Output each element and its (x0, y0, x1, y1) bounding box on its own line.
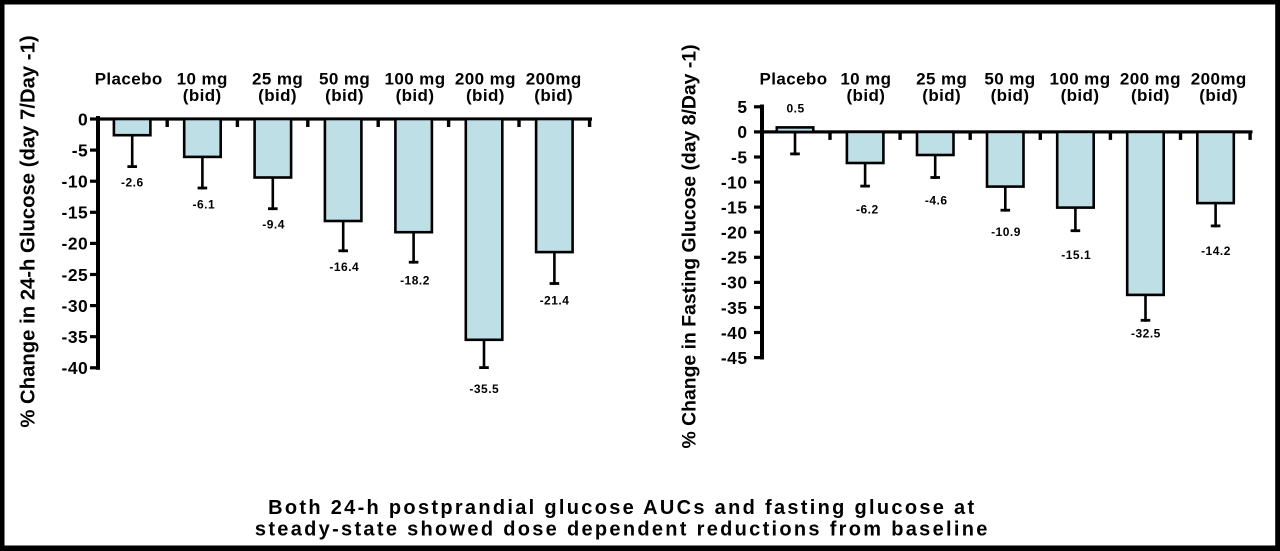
svg-text:-40: -40 (721, 323, 748, 343)
svg-text:5: 5 (737, 97, 747, 117)
svg-text:-20: -20 (721, 223, 748, 243)
svg-text:-30: -30 (721, 273, 748, 293)
svg-text:-10: -10 (62, 172, 89, 192)
svg-text:(bid): (bid) (1061, 86, 1100, 105)
svg-text:-9.4: -9.4 (262, 217, 285, 231)
svg-text:-6.2: -6.2 (856, 202, 879, 216)
svg-text:-40: -40 (62, 358, 89, 378)
svg-text:-5: -5 (72, 140, 88, 160)
svg-text:(bid): (bid) (534, 86, 573, 105)
svg-text:-15: -15 (62, 203, 89, 223)
svg-text:25 mg: 25 mg (252, 70, 303, 89)
svg-text:200 mg: 200 mg (455, 70, 516, 89)
svg-text:(bid): (bid) (396, 86, 435, 105)
svg-text:-10.9: -10.9 (991, 225, 1021, 239)
svg-text:25 mg: 25 mg (916, 70, 967, 89)
svg-text:(bid): (bid) (1131, 86, 1170, 105)
svg-text:50 mg: 50 mg (984, 70, 1035, 89)
svg-text:(bid): (bid) (922, 86, 961, 105)
svg-text:-16.4: -16.4 (329, 260, 359, 274)
svg-text:steady-state showed dose depen: steady-state showed dose dependent reduc… (255, 519, 990, 541)
svg-text:-5: -5 (731, 147, 747, 167)
svg-text:-25: -25 (721, 248, 748, 268)
svg-text:(bid): (bid) (846, 86, 885, 105)
svg-text:% Change in 24-h Glucose (day: % Change in 24-h Glucose (day 7/Day -1) (17, 35, 39, 427)
svg-text:(bid): (bid) (1199, 86, 1238, 105)
svg-text:10 mg: 10 mg (177, 70, 228, 89)
svg-text:0: 0 (78, 109, 88, 129)
svg-text:-10: -10 (721, 172, 748, 192)
svg-text:100 mg: 100 mg (385, 70, 446, 89)
svg-text:% Change in Fasting Glucose (d: % Change in Fasting Glucose (day 8/Day -… (678, 44, 700, 448)
svg-text:200mg: 200mg (1191, 70, 1247, 89)
svg-text:-32.5: -32.5 (1131, 326, 1161, 340)
svg-text:-15: -15 (721, 197, 748, 217)
svg-text:(bid): (bid) (991, 86, 1030, 105)
svg-text:-4.6: -4.6 (925, 194, 948, 208)
svg-text:100 mg: 100 mg (1050, 70, 1111, 89)
svg-text:-35: -35 (721, 298, 748, 318)
svg-text:-2.6: -2.6 (121, 175, 144, 189)
svg-text:0.5: 0.5 (787, 102, 805, 116)
svg-text:200mg: 200mg (526, 70, 582, 89)
svg-text:-45: -45 (721, 348, 748, 368)
svg-text:(bid): (bid) (258, 86, 297, 105)
svg-text:-6.1: -6.1 (192, 198, 215, 212)
svg-text:Placebo: Placebo (760, 70, 828, 89)
svg-text:(bid): (bid) (325, 86, 364, 105)
svg-text:0: 0 (737, 122, 747, 142)
svg-text:(bid): (bid) (183, 86, 222, 105)
svg-text:200 mg: 200 mg (1120, 70, 1181, 89)
svg-text:-35: -35 (62, 327, 89, 347)
svg-text:-30: -30 (62, 296, 89, 316)
svg-text:-14.2: -14.2 (1201, 244, 1231, 258)
svg-text:-25: -25 (62, 265, 89, 285)
svg-text:-20: -20 (62, 234, 89, 254)
svg-text:Placebo: Placebo (95, 70, 163, 89)
svg-text:-15.1: -15.1 (1061, 248, 1091, 262)
svg-text:50 mg: 50 mg (319, 70, 370, 89)
svg-text:-21.4: -21.4 (540, 293, 570, 307)
svg-text:Both 24-h postprandial glucose: Both 24-h postprandial glucose AUCs and … (268, 497, 976, 519)
svg-text:(bid): (bid) (466, 86, 505, 105)
svg-text:10 mg: 10 mg (840, 70, 891, 89)
svg-text:-18.2: -18.2 (400, 273, 430, 287)
svg-text:-35.5: -35.5 (469, 382, 499, 396)
